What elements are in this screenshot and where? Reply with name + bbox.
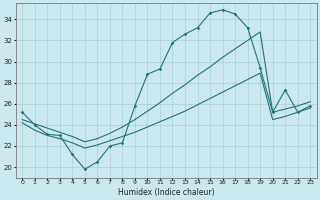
- X-axis label: Humidex (Indice chaleur): Humidex (Indice chaleur): [118, 188, 214, 197]
